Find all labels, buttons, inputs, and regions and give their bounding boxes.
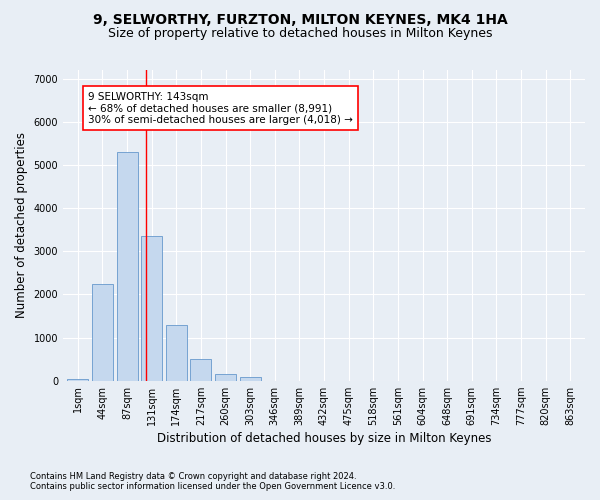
Text: 9 SELWORTHY: 143sqm
← 68% of detached houses are smaller (8,991)
30% of semi-det: 9 SELWORTHY: 143sqm ← 68% of detached ho…	[88, 92, 353, 125]
X-axis label: Distribution of detached houses by size in Milton Keynes: Distribution of detached houses by size …	[157, 432, 491, 445]
Bar	[92, 284, 113, 380]
Bar	[67, 378, 88, 380]
Bar	[239, 378, 260, 380]
Bar	[190, 359, 211, 380]
Y-axis label: Number of detached properties: Number of detached properties	[15, 132, 28, 318]
Bar	[215, 374, 236, 380]
Bar	[141, 236, 162, 380]
Text: Contains HM Land Registry data © Crown copyright and database right 2024.: Contains HM Land Registry data © Crown c…	[30, 472, 356, 481]
Text: Size of property relative to detached houses in Milton Keynes: Size of property relative to detached ho…	[108, 28, 492, 40]
Text: 9, SELWORTHY, FURZTON, MILTON KEYNES, MK4 1HA: 9, SELWORTHY, FURZTON, MILTON KEYNES, MK…	[92, 12, 508, 26]
Text: Contains public sector information licensed under the Open Government Licence v3: Contains public sector information licen…	[30, 482, 395, 491]
Bar	[116, 152, 137, 380]
Bar	[166, 324, 187, 380]
